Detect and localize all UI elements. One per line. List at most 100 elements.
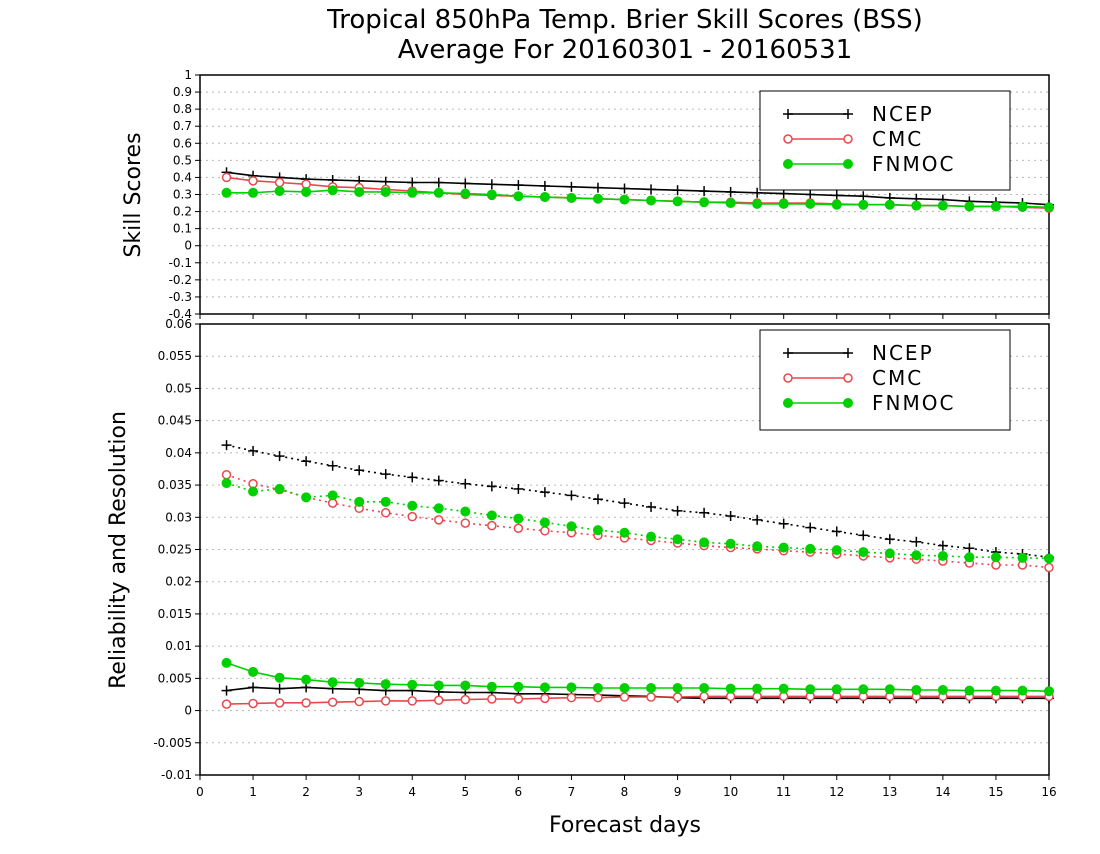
legend-item-ncep: NCEP bbox=[783, 341, 932, 365]
data-point bbox=[593, 692, 603, 703]
legend-label: CMC bbox=[872, 127, 923, 151]
data-point bbox=[274, 672, 285, 683]
data-point bbox=[778, 683, 789, 694]
x-tick-label: 14 bbox=[935, 785, 950, 799]
data-point bbox=[248, 176, 258, 186]
data-point bbox=[1044, 686, 1054, 697]
data-point bbox=[778, 542, 789, 553]
legend-box bbox=[759, 329, 1011, 431]
data-point bbox=[433, 503, 444, 514]
y-tick-label: 0.9 bbox=[173, 85, 192, 99]
data-point bbox=[486, 510, 497, 521]
y-axis-title: Reliability and Resolution bbox=[106, 411, 131, 689]
data-point bbox=[513, 513, 524, 524]
data-point bbox=[460, 506, 471, 517]
data-point bbox=[327, 697, 338, 707]
series-fnmoc-solid bbox=[221, 185, 1054, 213]
data-point bbox=[592, 683, 603, 694]
data-point bbox=[327, 490, 338, 501]
y-tick-label: 0.05 bbox=[165, 381, 192, 395]
data-point bbox=[513, 681, 524, 692]
data-point bbox=[460, 518, 471, 528]
chart-title-line2: Average For 20160301 - 20160531 bbox=[398, 35, 853, 65]
data-point bbox=[486, 681, 497, 692]
data-point bbox=[354, 186, 365, 197]
data-point bbox=[380, 496, 391, 507]
y-tick-label: 0.8 bbox=[173, 102, 192, 116]
data-point bbox=[592, 525, 603, 536]
data-point bbox=[380, 679, 391, 690]
y-tick-label: 1 bbox=[184, 68, 192, 82]
y-tick-label: 0 bbox=[184, 239, 192, 253]
series-line bbox=[226, 474, 1050, 569]
data-point bbox=[487, 520, 497, 531]
data-point bbox=[699, 691, 709, 702]
legend-marker bbox=[783, 373, 793, 383]
y-tick-label: 0.5 bbox=[173, 153, 192, 167]
data-point bbox=[964, 201, 975, 212]
data-point bbox=[858, 547, 869, 558]
y-tick-label: -0.1 bbox=[169, 256, 192, 270]
data-point bbox=[513, 523, 524, 533]
data-point bbox=[1044, 553, 1054, 564]
data-point bbox=[752, 541, 763, 552]
data-point bbox=[1044, 562, 1054, 573]
data-point bbox=[460, 680, 471, 691]
y-tick-label: -0.3 bbox=[169, 290, 192, 304]
series-ncep-solid bbox=[221, 682, 1054, 704]
data-point bbox=[221, 187, 232, 198]
data-point bbox=[911, 684, 922, 695]
data-point bbox=[248, 698, 258, 709]
data-point bbox=[380, 508, 391, 518]
data-point bbox=[646, 531, 657, 542]
data-point bbox=[725, 538, 736, 549]
legend-marker bbox=[783, 159, 793, 169]
data-point bbox=[1017, 685, 1028, 696]
x-tick-label: 16 bbox=[1041, 785, 1056, 799]
data-point bbox=[248, 486, 259, 497]
data-point bbox=[433, 187, 444, 198]
y-tick-label: 0.7 bbox=[173, 119, 192, 133]
data-point bbox=[805, 198, 816, 209]
data-point bbox=[619, 194, 630, 205]
data-point bbox=[221, 478, 232, 489]
data-point bbox=[937, 550, 948, 561]
x-tick-label: 1 bbox=[249, 785, 257, 799]
legend-item-cmc: CMC bbox=[783, 127, 923, 151]
data-point bbox=[460, 694, 471, 705]
legend-marker bbox=[843, 134, 853, 144]
legend-marker bbox=[843, 373, 853, 383]
data-point bbox=[990, 685, 1001, 696]
legend-item-ncep: NCEP bbox=[783, 102, 932, 126]
data-point bbox=[805, 543, 816, 554]
data-point bbox=[407, 511, 417, 522]
legend-marker bbox=[783, 398, 793, 408]
x-axis-title: Forecast days bbox=[549, 813, 701, 838]
y-tick-label: 0.055 bbox=[158, 349, 192, 363]
plot-frame bbox=[199, 74, 1050, 315]
data-point bbox=[460, 188, 471, 199]
data-point bbox=[672, 683, 683, 694]
data-point bbox=[990, 201, 1001, 212]
data-point bbox=[434, 695, 444, 706]
data-point bbox=[699, 197, 710, 208]
data-point bbox=[858, 199, 869, 210]
data-point bbox=[672, 196, 683, 207]
y-axis-title: Skill Scores bbox=[121, 132, 146, 257]
data-point bbox=[725, 683, 736, 694]
data-point bbox=[884, 684, 895, 695]
data-point bbox=[831, 545, 842, 556]
x-tick-label: 13 bbox=[882, 785, 897, 799]
panels: 1 0.9 0.8 0.7 0.6 0.5 0.4 0.3 0.2 0.1 0 -0.1 -0.2 -0.… bbox=[106, 68, 1057, 799]
y-tick-label: 0.6 bbox=[173, 136, 192, 150]
x-tick-label: 12 bbox=[829, 785, 844, 799]
data-point bbox=[884, 548, 895, 559]
x-tick-label: 9 bbox=[674, 785, 682, 799]
y-tick-label: 0.02 bbox=[165, 575, 192, 589]
legend-label: FNMOC bbox=[872, 391, 955, 415]
data-point bbox=[380, 696, 391, 706]
y-tick-label: 0.01 bbox=[165, 639, 192, 653]
data-point bbox=[778, 198, 789, 209]
